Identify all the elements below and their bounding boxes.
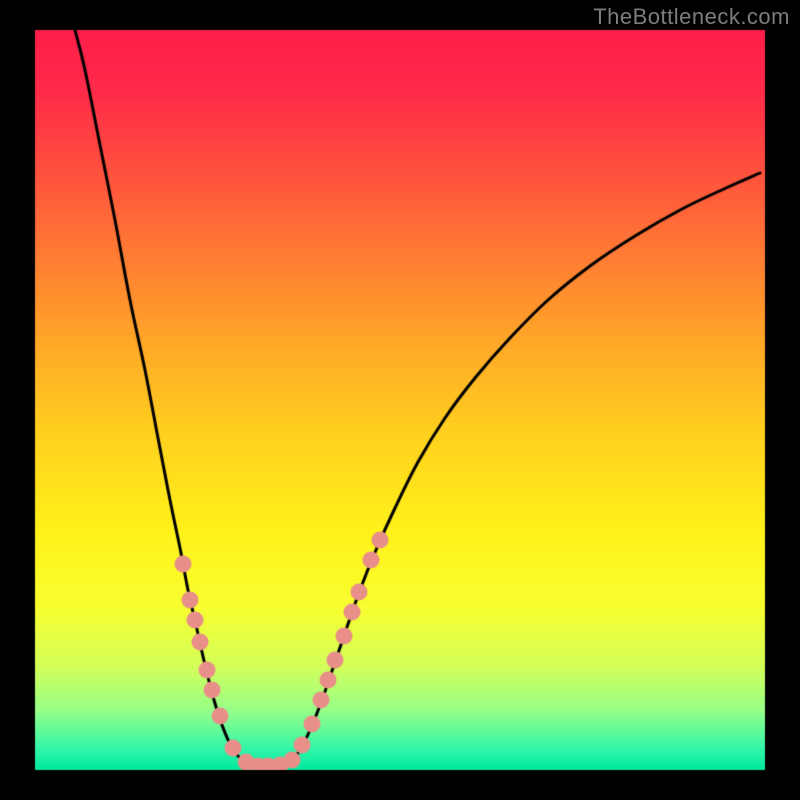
bottleneck-curve-chart — [0, 0, 800, 800]
watermark-text: TheBottleneck.com — [593, 4, 790, 30]
